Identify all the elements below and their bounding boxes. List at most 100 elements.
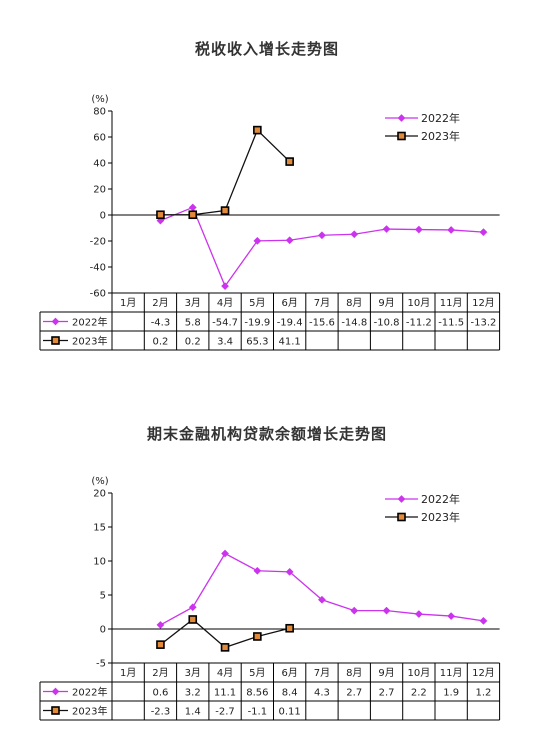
data-point-diamond [479, 616, 488, 625]
legend-marker-square [397, 512, 406, 522]
table-value: 41.1 [279, 337, 301, 348]
table-value: -2.7 [215, 707, 235, 718]
table-value: 3.4 [217, 337, 233, 348]
data-point-square [156, 640, 165, 649]
data-point-diamond [447, 225, 456, 234]
x-category-label: 11月 [440, 667, 463, 679]
x-category-label: 12月 [472, 297, 495, 309]
table-value: -11.5 [438, 318, 464, 329]
y-axis-unit: (%) [91, 476, 108, 487]
x-category-label: 12月 [472, 667, 495, 679]
data-point-diamond [382, 606, 391, 615]
table-value: -19.9 [244, 318, 270, 329]
table-value: 1.2 [475, 688, 491, 699]
series-line-2023年 [160, 128, 291, 216]
data-point-diamond [285, 567, 294, 576]
chart-1: 税收收入增长走势图 (%) 80 60 40 20 0 -20 -40 -60 1月 2月 3月 4月 5月… [39, 40, 501, 351]
series-line-2022年 [160, 206, 484, 288]
x-category-label: 8月 [346, 297, 362, 309]
y-tick-label: -60 [90, 289, 106, 300]
table-value: 5.8 [185, 318, 201, 329]
y-tick-label: -40 [90, 263, 106, 274]
x-category-label: 9月 [378, 297, 394, 309]
x-category-label: 1月 [120, 297, 136, 309]
table-value: 1.9 [443, 688, 459, 699]
table-series-marker-diamond [51, 317, 60, 326]
y-tick-label: 15 [93, 523, 106, 534]
data-point-square [285, 623, 294, 633]
table-value: 65.3 [246, 337, 268, 348]
table-value: -13.2 [471, 318, 497, 329]
chart-title: 期末金融机构贷款余额增长走势图 [147, 425, 387, 443]
table-value: 1.4 [185, 707, 201, 718]
data-point-diamond [447, 612, 456, 621]
y-axis-unit: (%) [91, 94, 108, 105]
data-point-diamond [414, 225, 423, 234]
table-series-name: 2023年 [72, 335, 107, 348]
data-point-diamond [221, 282, 230, 291]
legend-label: 2022年 [421, 111, 460, 125]
x-category-label: 11月 [440, 297, 463, 309]
data-point-diamond [221, 549, 230, 558]
table-series-name: 2023年 [72, 705, 107, 718]
data-point-diamond [156, 620, 165, 629]
x-category-label: 1月 [120, 667, 136, 679]
y-tick-label: -20 [90, 237, 106, 248]
x-category-label: 9月 [378, 667, 394, 679]
x-category-label: 4月 [217, 667, 233, 679]
table-value: -54.7 [212, 318, 238, 329]
y-tick-label: 20 [93, 185, 106, 196]
table-series-name: 2022年 [72, 316, 107, 329]
table-value: -11.2 [406, 318, 432, 329]
y-tick-label: 0 [100, 625, 106, 636]
legend-marker-square [397, 131, 406, 141]
table-value: -4.3 [151, 318, 171, 329]
x-category-label: 3月 [185, 667, 201, 679]
y-tick-label: -5 [96, 659, 106, 670]
x-category-label: 10月 [407, 667, 430, 679]
x-category-label: 7月 [314, 667, 330, 679]
y-tick-label: 20 [93, 489, 106, 500]
table-value: 0.6 [152, 688, 168, 699]
y-tick-label: 60 [93, 133, 106, 144]
data-point-diamond [382, 225, 391, 233]
y-tick-label: 40 [93, 159, 106, 170]
x-category-label: 7月 [314, 297, 330, 309]
series-line-2022年 [160, 552, 484, 626]
legend-label: 2023年 [421, 129, 460, 143]
y-tick-label: 10 [93, 557, 106, 568]
table-value: 8.56 [246, 688, 268, 699]
data-point-diamond [285, 236, 294, 245]
data-point-square [156, 210, 165, 220]
data-point-diamond [317, 595, 326, 604]
x-category-label: 3月 [185, 297, 201, 309]
table-value: -1.1 [248, 707, 268, 718]
table-value: 0.2 [185, 337, 201, 348]
data-point-diamond [350, 606, 359, 615]
data-point-square [188, 210, 198, 220]
table-value: -10.8 [374, 318, 400, 329]
table-value: 11.1 [214, 688, 236, 699]
x-category-label: 5月 [249, 297, 265, 309]
data-point-square [220, 643, 230, 652]
data-point-diamond [479, 228, 488, 237]
data-point-square [253, 125, 262, 135]
x-category-label: 10月 [407, 297, 430, 309]
y-tick-label: 0 [100, 211, 106, 222]
table-series-marker-square [51, 336, 60, 345]
table-value: 2.7 [379, 688, 395, 699]
y-tick-label: 5 [100, 591, 106, 602]
legend-label: 2022年 [421, 492, 460, 506]
data-point-diamond [188, 203, 197, 212]
x-category-label: 2月 [152, 297, 168, 309]
x-category-label: 2月 [152, 667, 168, 679]
data-point-square [188, 615, 198, 624]
table-value: 4.3 [314, 688, 330, 699]
table-value: -15.6 [309, 318, 335, 329]
data-point-diamond [350, 230, 359, 239]
table-series-marker-diamond [51, 687, 60, 696]
data-point-diamond [414, 610, 423, 618]
data-point-diamond [253, 566, 262, 575]
table-value: 0.11 [279, 707, 301, 718]
